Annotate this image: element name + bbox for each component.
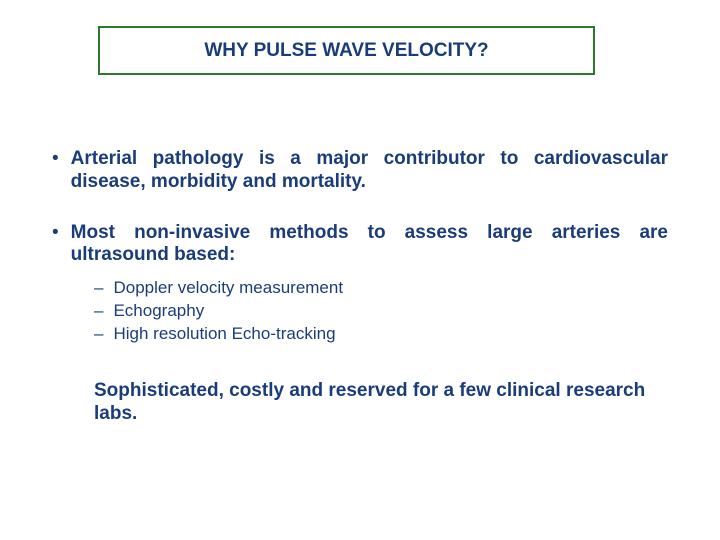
bullet-item: • Most non-invasive methods to assess la… xyxy=(52,222,668,268)
sub-item: – Echography xyxy=(94,300,668,323)
sub-list: – Doppler velocity measurement – Echogra… xyxy=(94,277,668,346)
slide-title: WHY PULSE WAVE VELOCITY? xyxy=(204,40,488,62)
bullet-marker: • xyxy=(52,148,59,194)
sub-text: Echography xyxy=(113,300,668,323)
sub-text: Doppler velocity measurement xyxy=(113,277,668,300)
closing-statement: Sophisticated, costly and reserved for a… xyxy=(94,380,658,426)
sub-item: – Doppler velocity measurement xyxy=(94,277,668,300)
dash-marker: – xyxy=(94,323,103,346)
sub-text: High resolution Echo-tracking xyxy=(113,323,668,346)
title-box: WHY PULSE WAVE VELOCITY? xyxy=(98,26,595,75)
bullet-item: • Arterial pathology is a major contribu… xyxy=(52,148,668,194)
content-area: • Arterial pathology is a major contribu… xyxy=(52,148,668,426)
bullet-text: Arterial pathology is a major contributo… xyxy=(71,148,668,194)
dash-marker: – xyxy=(94,300,103,323)
sub-item: – High resolution Echo-tracking xyxy=(94,323,668,346)
bullet-text: Most non-invasive methods to assess larg… xyxy=(71,222,668,268)
bullet-marker: • xyxy=(52,222,59,268)
dash-marker: – xyxy=(94,277,103,300)
